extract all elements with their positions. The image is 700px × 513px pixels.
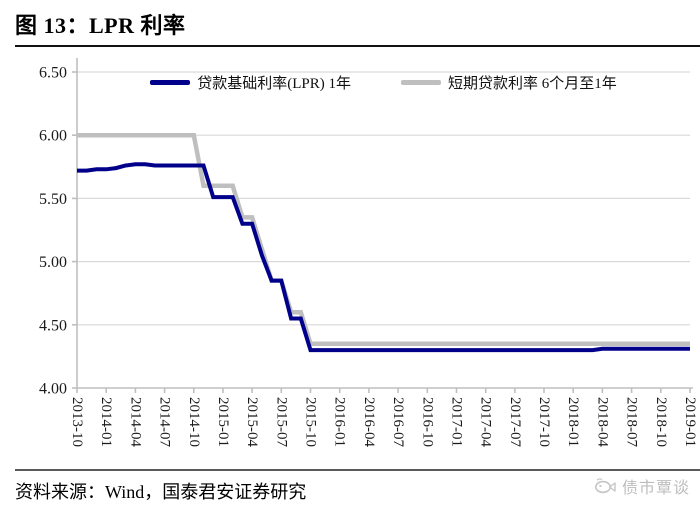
footer-divider	[15, 469, 700, 471]
fish-logo-icon	[594, 478, 616, 494]
x-axis-tick-label: 2018-04	[594, 397, 610, 447]
y-axis-tick-label: 5.50	[39, 191, 67, 208]
x-axis-tick-label: 2017-07	[507, 397, 523, 447]
title-divider	[15, 45, 700, 47]
x-axis-tick-label: 2017-10	[536, 397, 552, 447]
x-axis-tick-label: 2016-10	[419, 397, 435, 447]
lpr-line-swatch	[150, 80, 191, 85]
lpr-series-line	[77, 162, 690, 353]
x-axis-tick-label: 2017-01	[449, 397, 465, 447]
figure-title: 图 13：LPR 利率	[15, 13, 186, 38]
x-axis-tick-label: 2014-07	[157, 397, 173, 447]
y-axis-tick-label: 6.00	[39, 128, 67, 145]
x-axis-tick-label: 2014-01	[98, 397, 114, 447]
lpr-rate-chart: 4.00 4.50 5.00 5.50 6.00 6.50 2013-10 2014-01 20…	[39, 58, 698, 447]
legend-label-lpr: 贷款基础利率(LPR) 1年	[197, 76, 351, 92]
benchmark-series-line	[77, 132, 690, 347]
x-axis-tick-label: 2016-01	[332, 397, 348, 447]
x-axis-tick-label: 2018-01	[565, 397, 581, 447]
y-axis-tick-label: 6.50	[39, 65, 67, 82]
x-axis-tick-label: 2015-07	[273, 397, 289, 447]
x-axis-tick-label: 2018-07	[624, 397, 640, 447]
y-axis-tick-label: 5.00	[39, 254, 67, 271]
benchmark-line-swatch	[401, 80, 441, 85]
data-source-note: 资料来源：Wind，国泰君安证券研究	[15, 482, 307, 502]
x-axis-tick-label: 2016-04	[361, 397, 377, 447]
x-axis-tick-label: 2014-10	[186, 397, 202, 447]
x-axis-tick-label: 2015-01	[215, 397, 231, 447]
watermark-text: 债市覃谈	[621, 480, 690, 497]
legend-label-benchmark: 短期贷款利率 6个月至1年	[448, 76, 617, 92]
x-axis-tick-label: 2013-10	[69, 397, 85, 447]
x-axis-tick-label: 2016-07	[390, 397, 406, 447]
y-axis-tick-label: 4.50	[39, 317, 67, 334]
x-axis-tick-label: 2018-10	[653, 397, 669, 447]
x-axis-tick-label: 2015-10	[303, 397, 319, 447]
x-axis-tick-label: 2017-04	[478, 397, 494, 447]
watermark: 债市覃谈	[594, 474, 690, 498]
x-axis-tick-label: 2014-04	[127, 397, 143, 447]
x-axis-tick-label: 2019-01	[682, 397, 698, 447]
legend-item-benchmark: 短期贷款利率 6个月至1年	[401, 72, 617, 93]
x-axis-tick-label: 2015-04	[244, 397, 260, 447]
chart-legend: 贷款基础利率(LPR) 1年 短期贷款利率 6个月至1年	[77, 72, 690, 93]
legend-item-lpr: 贷款基础利率(LPR) 1年	[150, 72, 351, 93]
y-axis-tick-label: 4.00	[39, 381, 67, 398]
